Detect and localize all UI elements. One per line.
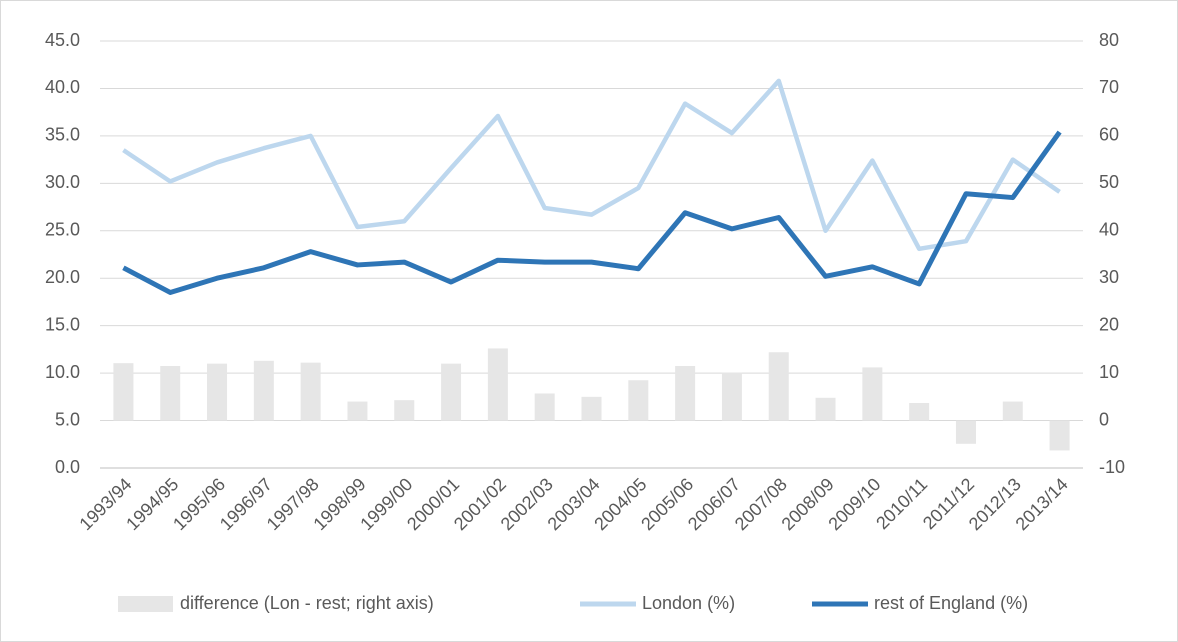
bar bbox=[628, 380, 649, 421]
bar bbox=[487, 348, 508, 421]
y2-tick-label: 80 bbox=[1099, 30, 1119, 50]
y-tick-label: 40.0 bbox=[45, 77, 80, 97]
legend-swatch bbox=[118, 596, 173, 612]
bar bbox=[441, 363, 462, 421]
y-tick-label: 10.0 bbox=[45, 362, 80, 382]
bar bbox=[675, 365, 696, 421]
line bbox=[122, 78, 1061, 252]
bar bbox=[160, 365, 181, 421]
y2-tick-label: 30 bbox=[1099, 267, 1119, 287]
bar bbox=[207, 363, 228, 421]
bar bbox=[113, 363, 134, 421]
bar bbox=[300, 362, 321, 421]
y2-tick-label: 70 bbox=[1099, 77, 1119, 97]
legend-label: London (%) bbox=[642, 593, 735, 613]
y2-tick-label: 40 bbox=[1099, 220, 1119, 240]
y-tick-label: 5.0 bbox=[55, 409, 80, 429]
line bbox=[122, 130, 1062, 295]
bar bbox=[581, 396, 602, 421]
legend-label: rest of England (%) bbox=[874, 593, 1028, 613]
bar bbox=[347, 401, 368, 421]
bar bbox=[815, 397, 836, 421]
bar bbox=[534, 393, 555, 421]
bar bbox=[909, 403, 930, 421]
y-tick-label: 0.0 bbox=[55, 457, 80, 477]
y-tick-label: 15.0 bbox=[45, 314, 80, 334]
bar bbox=[721, 372, 742, 421]
y-tick-label: 25.0 bbox=[45, 220, 80, 240]
bar bbox=[768, 352, 789, 421]
y2-tick-label: 0 bbox=[1099, 409, 1109, 429]
bar bbox=[862, 367, 883, 421]
bar bbox=[1049, 420, 1070, 451]
y-tick-label: 20.0 bbox=[45, 267, 80, 287]
y-tick-label: 45.0 bbox=[45, 30, 80, 50]
y2-tick-label: 50 bbox=[1099, 172, 1119, 192]
bar bbox=[394, 400, 415, 421]
y2-tick-label: 20 bbox=[1099, 314, 1119, 334]
y2-tick-label: -10 bbox=[1099, 457, 1125, 477]
legend-label: difference (Lon - rest; right axis) bbox=[180, 593, 434, 613]
bar bbox=[955, 420, 976, 444]
y-tick-label: 35.0 bbox=[45, 125, 80, 145]
bar bbox=[253, 360, 274, 421]
bar bbox=[1002, 401, 1023, 421]
y2-tick-label: 10 bbox=[1099, 362, 1119, 382]
y2-tick-label: 60 bbox=[1099, 125, 1119, 145]
y-tick-label: 30.0 bbox=[45, 172, 80, 192]
